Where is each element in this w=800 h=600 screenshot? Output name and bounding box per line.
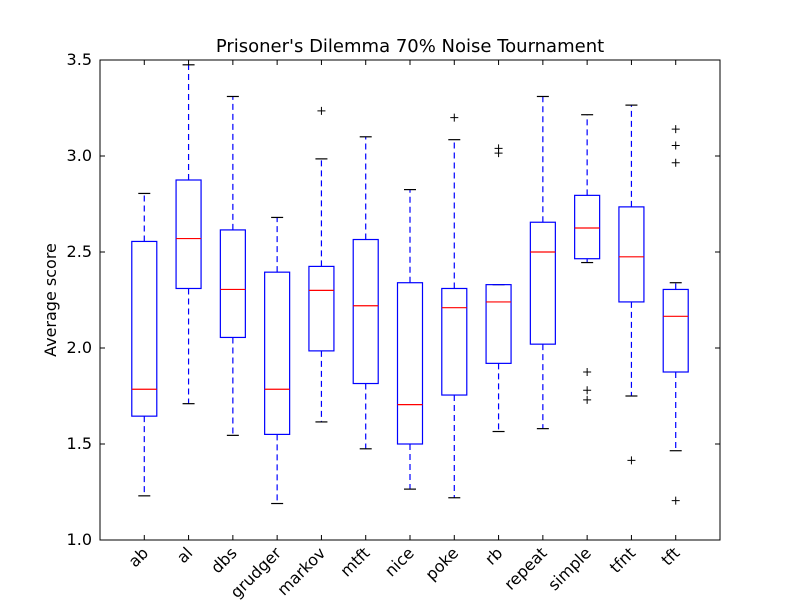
box-markov bbox=[308, 106, 335, 423]
box-poke bbox=[441, 113, 468, 499]
iqr-box bbox=[175, 179, 202, 290]
x-tick-label: repeat bbox=[500, 543, 550, 593]
flier-point bbox=[627, 456, 636, 465]
box-rb bbox=[485, 144, 512, 433]
flier-point bbox=[583, 386, 592, 395]
x-tick-label: mtft bbox=[336, 543, 373, 580]
box-repeat bbox=[529, 95, 556, 430]
x-tick-label: tfnt bbox=[606, 543, 639, 576]
x-tick-label: dbs bbox=[207, 543, 241, 577]
y-tick-label: 1.5 bbox=[67, 434, 92, 453]
iqr-box bbox=[662, 288, 689, 373]
iqr-box bbox=[219, 229, 246, 339]
iqr-box bbox=[308, 265, 335, 352]
iqr-box bbox=[264, 271, 291, 436]
x-tick-label: tft bbox=[657, 543, 683, 569]
y-axis-label: Average score bbox=[41, 243, 60, 357]
box-al bbox=[175, 64, 202, 405]
chart-title: Prisoner's Dilemma 70% Noise Tournament bbox=[216, 36, 604, 57]
iqr-box bbox=[352, 238, 379, 385]
flier-point bbox=[671, 158, 680, 167]
x-tick-label: rb bbox=[481, 543, 506, 568]
flier-point bbox=[450, 113, 459, 122]
y-tick-label: 3.5 bbox=[67, 50, 92, 69]
box-ab bbox=[131, 192, 158, 497]
y-tick-label: 1.0 bbox=[67, 530, 92, 549]
x-tick-label: al bbox=[173, 543, 197, 567]
box-mtft bbox=[352, 136, 379, 450]
box-simple bbox=[574, 114, 601, 404]
box-dbs bbox=[219, 95, 246, 436]
iqr-box bbox=[485, 284, 512, 364]
y-tick-label: 3.0 bbox=[67, 146, 92, 165]
iqr-box bbox=[441, 287, 468, 396]
flier-point bbox=[494, 144, 503, 153]
x-tick-label: markov bbox=[273, 543, 329, 599]
y-tick-label: 2.0 bbox=[67, 338, 92, 357]
iqr-box bbox=[618, 206, 645, 303]
x-tick-label: poke bbox=[421, 543, 462, 584]
box-tft bbox=[662, 125, 689, 505]
iqr-box bbox=[529, 221, 556, 345]
iqr-box bbox=[574, 194, 601, 260]
flier-point bbox=[583, 368, 592, 376]
iqr-box bbox=[396, 282, 424, 445]
iqr-box bbox=[131, 240, 158, 417]
plot-frame bbox=[99, 59, 721, 541]
flier-point bbox=[671, 125, 680, 134]
box-tfnt bbox=[618, 104, 645, 465]
x-tick-label: ab bbox=[125, 543, 153, 571]
flier-point bbox=[317, 106, 326, 115]
flier-point bbox=[671, 496, 680, 505]
x-tick-label: nice bbox=[381, 543, 418, 580]
box-nice bbox=[396, 189, 424, 490]
box-grudger bbox=[264, 216, 291, 505]
flier-point bbox=[583, 395, 592, 404]
y-tick-label: 2.5 bbox=[67, 242, 92, 261]
x-tick-label: simple bbox=[544, 543, 595, 594]
flier-point bbox=[671, 141, 680, 150]
